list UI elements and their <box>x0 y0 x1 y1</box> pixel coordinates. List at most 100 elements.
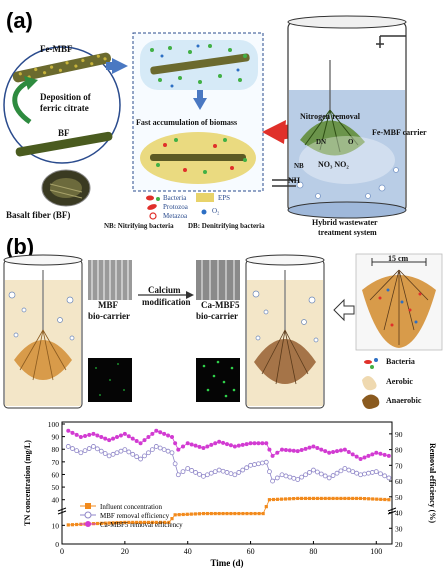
y-right-tick-label: 40 <box>395 509 403 518</box>
data-point-1 <box>91 444 96 449</box>
legend-b-aerobic: Aerobic <box>386 377 413 386</box>
deposition-arrow-icon <box>12 79 32 125</box>
data-point-2 <box>158 430 163 435</box>
data-point-2 <box>319 447 324 452</box>
data-point-2 <box>327 450 332 455</box>
data-point-2 <box>213 441 218 446</box>
hollow-arrow-icon <box>333 298 355 322</box>
data-point-0 <box>363 497 367 501</box>
data-point-1 <box>153 444 159 449</box>
nb-label: NB <box>294 162 304 170</box>
x-tick-label: 0 <box>60 547 64 556</box>
data-point-1 <box>369 470 375 475</box>
data-point-0 <box>292 497 296 501</box>
data-point-1 <box>189 468 195 473</box>
y-right-tick-label: 80 <box>395 446 403 455</box>
data-point-0 <box>387 498 391 502</box>
data-point-2 <box>342 447 347 452</box>
data-point-0 <box>119 520 123 525</box>
data-point-2 <box>311 444 316 449</box>
data-point-1 <box>94 446 100 452</box>
data-point-2 <box>197 444 202 449</box>
data-point-0 <box>189 512 193 516</box>
data-point-1 <box>122 447 128 452</box>
data-point-2 <box>303 446 308 451</box>
data-point-1 <box>70 446 75 451</box>
data-point-0 <box>307 496 312 501</box>
data-point-1 <box>295 477 301 482</box>
data-point-0 <box>237 511 241 516</box>
data-point-0 <box>267 498 272 502</box>
data-point-1 <box>118 448 124 454</box>
data-point-0 <box>185 512 189 516</box>
nitrogen-removal-label: Nitrogen removal <box>300 112 360 121</box>
data-point-1 <box>287 474 293 480</box>
data-point-0 <box>209 511 213 516</box>
data-point-2 <box>111 436 116 441</box>
data-point-1 <box>228 471 234 476</box>
data-point-1 <box>110 451 116 457</box>
legend-metazoa: Metazoa <box>163 212 188 220</box>
bf-fiber-icon <box>15 131 113 157</box>
arrow-right-icon <box>112 58 128 74</box>
data-point-0 <box>279 497 284 501</box>
data-point-1 <box>326 475 332 481</box>
y-left-tick-label: 0 <box>55 540 59 549</box>
data-point-0 <box>127 520 131 524</box>
data-point-2 <box>118 433 123 438</box>
data-point-1 <box>342 466 348 471</box>
data-point-0 <box>75 522 79 527</box>
deposition-label-2: ferric citrate <box>40 103 89 113</box>
data-point-2 <box>260 441 265 446</box>
data-point-1 <box>362 471 367 477</box>
data-point-0 <box>311 496 316 501</box>
nh4-label: NH <box>288 176 300 185</box>
bf-label: BF <box>58 128 70 138</box>
data-point-0 <box>70 523 75 527</box>
data-point-1 <box>216 467 222 473</box>
basalt-fiber-label: Basalt fiber (BF) <box>6 210 71 220</box>
data-point-1 <box>106 453 112 459</box>
data-point-2 <box>315 446 320 451</box>
data-point-2 <box>66 428 71 433</box>
anaerobic-legend-icon <box>362 394 380 409</box>
data-point-0 <box>275 497 280 501</box>
data-point-2 <box>374 450 379 455</box>
data-point-2 <box>221 440 226 445</box>
data-point-1 <box>82 448 88 454</box>
data-point-2 <box>362 455 367 460</box>
y-right-tick-label: 50 <box>395 493 403 502</box>
data-point-2 <box>323 449 328 454</box>
x-tick-label: 60 <box>247 547 255 556</box>
data-point-1 <box>220 468 226 474</box>
legend-b-bacteria: Bacteria <box>386 357 415 366</box>
data-point-0 <box>181 512 185 517</box>
data-point-0 <box>383 497 387 502</box>
data-point-1 <box>291 475 297 481</box>
data-point-1 <box>161 447 167 452</box>
data-point-0 <box>154 520 158 524</box>
data-point-0 <box>173 513 177 517</box>
data-point-1 <box>193 470 198 475</box>
data-point-0 <box>300 496 304 501</box>
data-point-2 <box>299 447 304 452</box>
data-point-1 <box>74 448 80 454</box>
data-point-0 <box>233 511 237 516</box>
data-point-1 <box>212 469 218 475</box>
data-point-0 <box>197 512 201 516</box>
data-point-2 <box>126 434 131 439</box>
data-point-2 <box>189 442 194 447</box>
panel-a-diagram <box>3 15 407 220</box>
mbf-label-2: bio-carrier <box>88 311 130 321</box>
data-point-0 <box>379 497 383 501</box>
data-point-0 <box>264 505 268 509</box>
data-point-1 <box>256 461 261 467</box>
legend-text-influent: Influent concentration <box>100 503 163 511</box>
ca-mbf5-label-2: bio-carrier <box>196 311 238 321</box>
y-left-tick-label: 10 <box>52 521 60 530</box>
data-point-2 <box>130 436 135 441</box>
calcium-label-1: Calcium <box>148 285 181 295</box>
data-point-2 <box>331 449 336 454</box>
data-point-2 <box>267 447 272 452</box>
data-point-1 <box>208 470 214 476</box>
